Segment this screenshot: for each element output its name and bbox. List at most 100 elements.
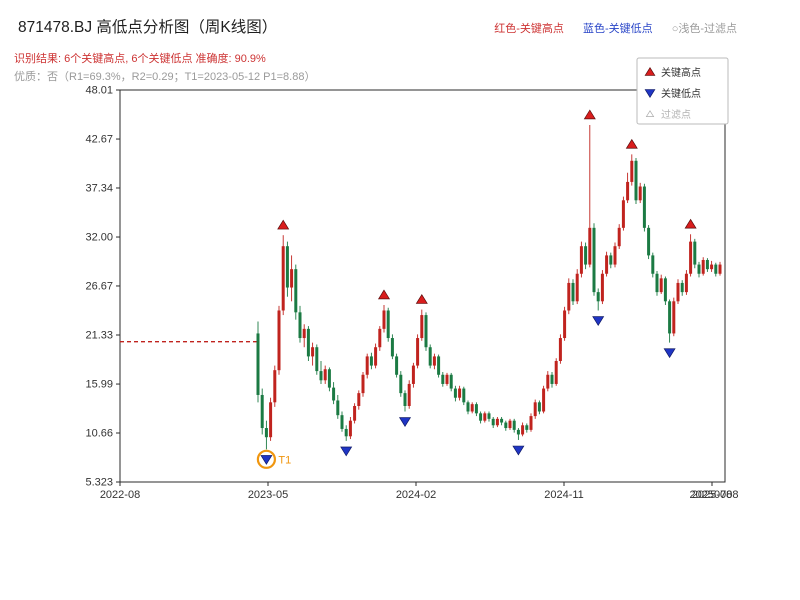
candle-body <box>680 282 684 293</box>
legend-filter-label: ○浅色-过滤点 <box>671 23 737 35</box>
candle-body <box>411 365 415 384</box>
candle-body <box>613 246 617 265</box>
key-low-marker <box>340 446 353 457</box>
x-tick-label: 2022-08 <box>100 489 140 501</box>
candle-body <box>420 315 424 339</box>
candle-body <box>533 402 537 417</box>
candle-body <box>260 394 264 429</box>
candle-body <box>718 264 722 274</box>
candle-body <box>269 402 273 438</box>
key-high-marker <box>684 218 697 229</box>
candle-body <box>453 388 457 398</box>
candle-body <box>655 273 659 293</box>
candle-body <box>525 425 529 430</box>
candle-body <box>600 273 604 302</box>
candle-body <box>311 347 315 357</box>
x-extra-label: 20250708 <box>690 489 739 501</box>
candle-body <box>567 282 571 311</box>
key-low-marker <box>512 445 525 456</box>
legend-key-high-icon <box>644 67 656 76</box>
candle-body <box>546 374 550 389</box>
legend-filter-icon <box>645 110 655 117</box>
candle-body <box>701 259 705 274</box>
legend-filter-text: 过滤点 <box>661 108 691 121</box>
candle-body <box>323 369 327 381</box>
candle-body <box>361 374 365 394</box>
candle-body <box>491 418 495 426</box>
candle-body <box>516 429 520 435</box>
candle-body <box>588 227 592 265</box>
candle-body <box>676 282 680 302</box>
candle-body <box>294 269 298 313</box>
y-tick-label: 48.01 <box>85 85 113 97</box>
plot-border <box>119 89 726 483</box>
candle-body <box>609 255 613 265</box>
legend-key-high-text: 关键高点 <box>661 66 701 79</box>
x-tick-label: 2024-02 <box>396 489 436 501</box>
key-high-marker <box>377 289 391 300</box>
candle-body <box>319 371 323 381</box>
key-high-marker <box>583 109 596 120</box>
candle-body <box>399 374 403 394</box>
candle-body <box>348 420 352 437</box>
key-low-marker <box>398 417 412 428</box>
candle-body <box>336 400 340 416</box>
candle-body <box>693 241 697 265</box>
key-low-marker <box>592 316 605 327</box>
key-low-marker <box>663 348 676 359</box>
page-title: 871478.BJ 高低点分析图（周K线图） <box>18 19 278 36</box>
candle-body <box>638 186 642 201</box>
legend-key-low-label: 蓝色-关键低点 <box>582 23 653 35</box>
candle-body <box>634 160 638 201</box>
t1-label: T1 <box>278 454 291 466</box>
legend-key-high-label: 红色-关键高点 <box>494 23 564 35</box>
candle-body <box>437 356 441 375</box>
candle-body <box>483 413 487 421</box>
candle-body <box>563 310 567 339</box>
candle-body <box>374 347 378 366</box>
t1-circle <box>256 449 276 469</box>
candle-body <box>441 374 445 384</box>
candle-body <box>340 415 344 429</box>
page-legend: 红色-关键高点 蓝色-关键低点 ○浅色-过滤点 <box>478 20 737 36</box>
candle-body <box>710 264 714 270</box>
candle-body <box>579 246 583 274</box>
candle-body <box>592 227 596 293</box>
candle-body <box>458 388 462 398</box>
candle-body <box>273 370 277 403</box>
candle-body <box>256 333 260 395</box>
candle-body <box>512 420 516 430</box>
candle-body <box>626 181 630 201</box>
candle-body <box>684 273 688 293</box>
candle-body <box>647 227 651 256</box>
recognition-result-line: 识别结果: 6个关键高点, 6个关键低点 准确度: 90.9% <box>14 53 266 65</box>
candle-body <box>466 402 470 412</box>
candle-body <box>470 404 474 412</box>
candle-body <box>571 282 575 302</box>
candle-body <box>504 422 508 429</box>
candle-body <box>285 246 289 288</box>
candle-body <box>357 393 361 406</box>
key-low-marker <box>260 455 273 465</box>
candle-body <box>558 338 562 361</box>
candle-body <box>529 416 533 430</box>
candle-body <box>382 310 386 329</box>
candle-body <box>395 356 399 375</box>
candle-body <box>264 428 268 438</box>
candle-body <box>290 269 294 288</box>
candle-body <box>537 402 541 412</box>
candle-body <box>277 310 281 371</box>
y-tick-label: 42.67 <box>85 134 113 146</box>
candle-body <box>365 356 369 375</box>
legend-key-low-icon <box>644 89 656 98</box>
y-tick-label: 37.34 <box>85 182 113 194</box>
candle-body <box>630 160 634 182</box>
candle-body <box>353 405 357 421</box>
candle-body <box>668 301 672 334</box>
candle-body <box>689 241 693 274</box>
candle-body <box>298 312 302 339</box>
quality-line: 优质：否（R1=69.3%，R2=0.29；T1=2023-05-12 P1=8… <box>14 71 316 83</box>
candle-body <box>651 255 655 274</box>
key-high-marker <box>625 138 638 149</box>
